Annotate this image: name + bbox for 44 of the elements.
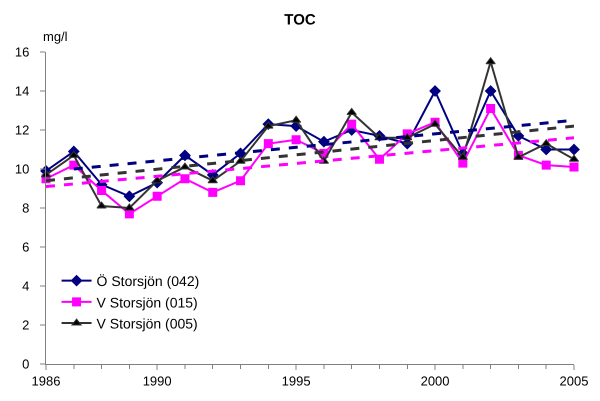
y-tick-label: 4 — [22, 278, 30, 294]
point — [429, 85, 441, 97]
y-axis-title: mg/l — [43, 29, 68, 44]
chart-title: TOC — [284, 12, 316, 29]
y-tick-label: 8 — [22, 200, 30, 216]
y-tick-label: 0 — [22, 356, 30, 372]
y-tick-label: 16 — [14, 44, 30, 60]
point — [458, 152, 468, 160]
point — [374, 154, 384, 164]
point — [402, 133, 412, 140]
point — [180, 174, 190, 184]
legend-label: V Storsjön (005) — [96, 316, 198, 332]
point — [484, 85, 496, 97]
y-tick-label: 14 — [14, 84, 30, 99]
point — [208, 176, 218, 184]
point — [486, 104, 496, 114]
point — [292, 135, 301, 144]
point — [208, 188, 218, 197]
point — [347, 120, 356, 129]
point — [263, 122, 274, 129]
point — [346, 108, 357, 115]
point — [568, 144, 580, 156]
point — [236, 176, 246, 186]
point — [542, 160, 551, 170]
point — [68, 150, 79, 158]
point — [264, 139, 273, 148]
legend-label: V Storsjön (015) — [96, 294, 198, 310]
x-tick-label: 2000 — [420, 374, 450, 389]
legend-label: Ö Storsjön (042) — [96, 273, 200, 290]
point — [486, 57, 496, 64]
x-tick-label: 1990 — [142, 374, 172, 389]
y-tick-label: 2 — [22, 318, 30, 333]
point — [541, 139, 552, 146]
x-tick-label: 2005 — [560, 374, 588, 389]
y-tick-label: 6 — [22, 240, 30, 255]
x-tick-label: 1986 — [32, 374, 60, 389]
x-tick-label: 1995 — [282, 374, 311, 389]
point — [97, 186, 106, 195]
point — [124, 190, 136, 202]
point — [318, 136, 330, 148]
y-tick-label: 10 — [14, 162, 30, 177]
point — [570, 162, 578, 172]
point — [152, 192, 162, 201]
y-tick-label: 12 — [14, 122, 30, 138]
